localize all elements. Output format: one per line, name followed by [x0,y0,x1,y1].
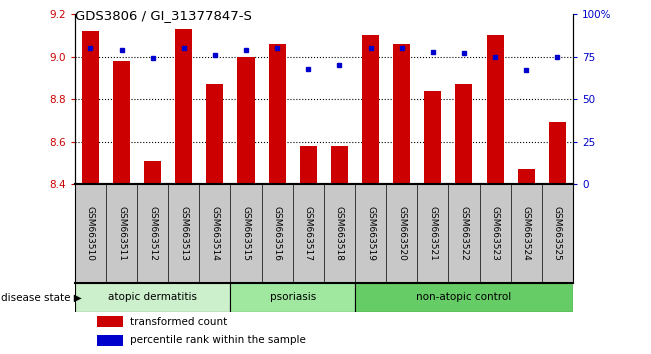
Bar [175,29,192,184]
Text: GSM663515: GSM663515 [242,206,251,261]
Bar [75,283,230,312]
Text: atopic dermatitis: atopic dermatitis [108,292,197,302]
Text: GSM663522: GSM663522 [460,206,469,261]
Text: psoriasis: psoriasis [270,292,316,302]
Text: GSM663510: GSM663510 [86,206,95,261]
Text: GSM663520: GSM663520 [397,206,406,261]
Bar [269,44,286,184]
Bar [82,31,99,184]
Text: non-atopic control: non-atopic control [416,292,512,302]
Text: disease state ▶: disease state ▶ [1,292,82,302]
Bar [393,44,410,184]
Bar [97,316,123,327]
Text: percentile rank within the sample: percentile rank within the sample [130,335,306,345]
Bar [113,61,130,184]
Text: GSM663514: GSM663514 [210,206,219,261]
Bar [230,283,355,312]
Text: GSM663511: GSM663511 [117,206,126,261]
Bar [424,91,441,184]
Text: GSM663513: GSM663513 [179,206,188,261]
Text: GSM663523: GSM663523 [491,206,499,261]
Bar [355,283,573,312]
Bar [331,146,348,184]
Bar [299,146,317,184]
Text: GDS3806 / GI_31377847-S: GDS3806 / GI_31377847-S [75,9,252,22]
Bar [549,122,566,184]
Text: transformed count: transformed count [130,317,228,327]
Bar [97,335,123,346]
Text: GSM663517: GSM663517 [304,206,313,261]
Text: GSM663518: GSM663518 [335,206,344,261]
Bar [238,57,255,184]
Text: GSM663512: GSM663512 [148,206,157,261]
Bar [206,84,223,184]
Text: GSM663521: GSM663521 [428,206,437,261]
Bar [456,84,473,184]
Text: GSM663519: GSM663519 [366,206,375,261]
Text: GSM663524: GSM663524 [521,206,531,261]
Text: GSM663516: GSM663516 [273,206,282,261]
Bar [486,35,504,184]
Bar [362,35,379,184]
Text: GSM663525: GSM663525 [553,206,562,261]
Bar [518,169,534,184]
Bar [144,161,161,184]
